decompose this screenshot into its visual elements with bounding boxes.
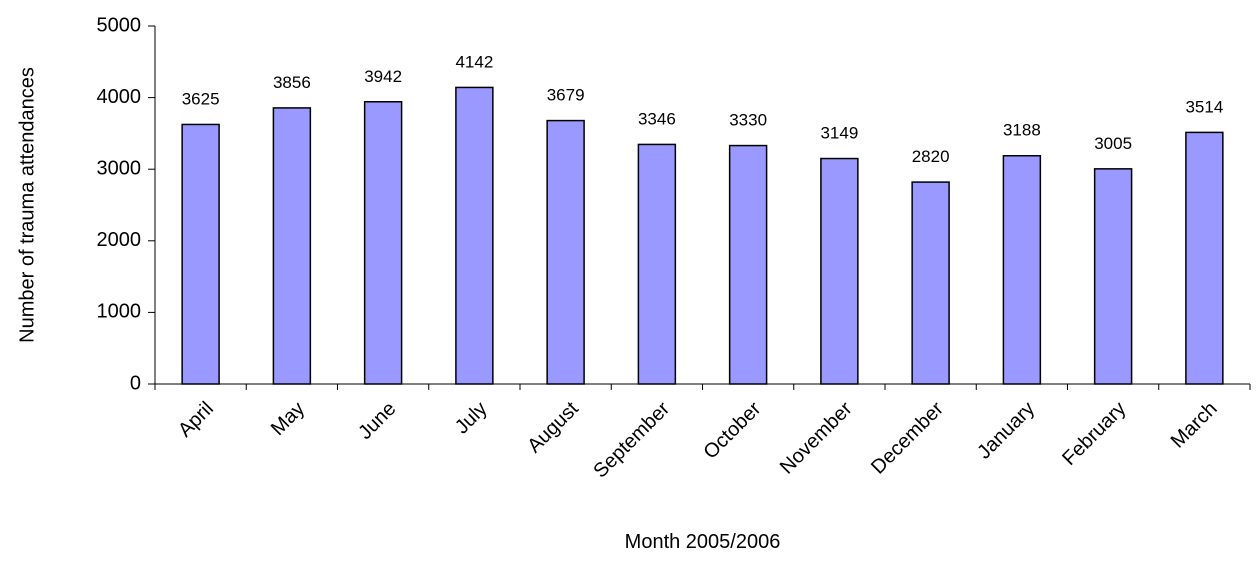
bar-april [181,123,220,385]
data-label-april: 3625 [182,89,220,108]
x-tick-label-december: December [867,397,948,478]
x-ticks-layer: April May June July August September October No… [154,384,1251,482]
data-labels-layer: 3625 3856 3942 4142 3679 3346 3330 3149 2820 3188… [182,52,1224,166]
bar-july [455,86,494,385]
x-tick-label-november: November [776,397,857,478]
y-axis-title: Number of trauma attendances [16,67,38,343]
data-label-december: 2820 [912,147,950,166]
y-tick-label-5000: 5000 [97,14,142,36]
axes-layer [154,26,1250,385]
x-tick-label-june: June [354,398,400,444]
x-tick-label-october: October [700,397,766,463]
data-label-november: 3149 [820,124,858,143]
x-axis-title: Month 2005/2006 [625,531,781,553]
bar-february [1093,168,1133,385]
data-label-may: 3856 [273,73,311,92]
x-tick-label-july: July [451,398,492,439]
y-ticks-layer: 0 1000 2000 3000 4000 5000 [97,14,155,394]
x-tick-label-february: February [1058,398,1130,470]
x-tick-label-may: May [267,398,309,440]
y-tick-label-2000: 2000 [97,229,142,251]
data-label-june: 3942 [364,67,402,86]
x-tick-label-march: March [1167,398,1222,453]
x-tick-label-april: April [174,398,218,442]
y-tick-label-4000: 4000 [97,86,142,108]
x-tick-label-january: January [973,398,1039,464]
bar-june [363,101,403,385]
bars-layer [181,86,1224,385]
data-label-october: 3330 [729,111,767,130]
bar-november [820,157,859,385]
data-label-march: 3514 [1185,97,1223,116]
data-label-july: 4142 [455,52,493,71]
bar-january [1002,154,1042,385]
data-label-january: 3188 [1003,121,1041,140]
x-tick-label-august: August [523,397,583,457]
bar-august [546,119,585,385]
data-label-february: 3005 [1094,134,1132,153]
x-tick-label-september: September [589,397,674,482]
data-label-august: 3679 [547,86,585,105]
y-tick-label-3000: 3000 [97,157,142,179]
bar-may [272,107,312,385]
y-tick-label-1000: 1000 [97,301,142,323]
bar-march [1185,131,1224,385]
data-label-september: 3346 [638,109,676,128]
bar-september [637,143,677,385]
bar-december [911,181,950,385]
bar-october [728,144,768,385]
y-tick-label-0: 0 [130,372,141,394]
